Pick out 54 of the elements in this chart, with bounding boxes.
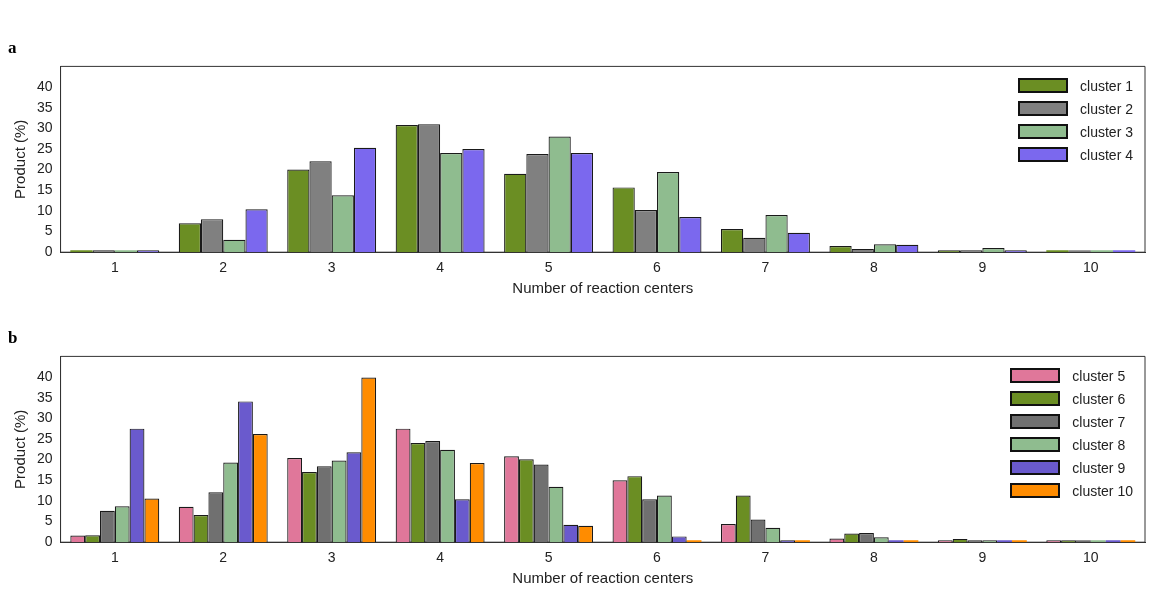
y-tick-label: 35 (36, 388, 53, 405)
x-tick-label: 9 (978, 259, 987, 276)
x-tick-label: 3 (327, 259, 336, 276)
legend-label: cluster 4 (1080, 146, 1133, 163)
y-tick-label: 25 (36, 139, 53, 156)
y-tick-label: 0 (44, 533, 53, 550)
y-tick-label: 15 (36, 181, 53, 198)
legend-label: cluster 10 (1072, 482, 1133, 499)
legend-label: cluster 7 (1072, 413, 1126, 430)
y-tick-label: 20 (36, 160, 53, 177)
x-tick-label: 7 (761, 259, 770, 276)
x-tick-label: 1 (110, 549, 119, 566)
x-axis-title: Number of reaction centers (512, 279, 694, 297)
y-tick-label: 40 (36, 77, 53, 94)
legend-label: cluster 1 (1080, 77, 1133, 94)
x-tick-label: 3 (327, 549, 336, 566)
x-tick-label: 10 (1082, 259, 1099, 276)
legend-label: cluster 2 (1080, 100, 1133, 117)
x-tick-label: 1 (110, 259, 119, 276)
y-tick-label: 5 (44, 512, 53, 529)
legend-label: cluster 5 (1072, 367, 1126, 384)
x-tick-label: 5 (544, 549, 553, 566)
chart-title: a (8, 37, 17, 57)
y-tick-label: 30 (36, 119, 53, 136)
y-axis-title: Product (%) (11, 119, 29, 199)
x-tick-label: 10 (1082, 549, 1099, 566)
x-tick-label: 2 (219, 549, 228, 566)
y-tick-label: 0 (44, 243, 53, 260)
y-tick-label: 25 (36, 429, 53, 446)
x-tick-label: 4 (436, 549, 445, 566)
x-tick-label: 4 (436, 259, 445, 276)
legend-label: cluster 6 (1072, 390, 1126, 407)
x-tick-label: 9 (978, 549, 987, 566)
y-tick-label: 5 (44, 222, 53, 239)
y-tick-label: 15 (36, 471, 53, 488)
legend-label: cluster 9 (1072, 459, 1126, 476)
y-tick-label: 30 (36, 409, 53, 426)
legend-label: cluster 3 (1080, 123, 1133, 140)
x-tick-label: 6 (653, 549, 662, 566)
y-tick-label: 40 (36, 367, 53, 384)
y-axis-title: Product (%) (11, 409, 29, 489)
y-tick-label: 35 (36, 98, 53, 115)
y-tick-label: 10 (36, 201, 53, 218)
x-tick-label: 7 (761, 549, 770, 566)
x-tick-label: 8 (869, 549, 878, 566)
x-tick-label: 6 (653, 259, 662, 276)
y-tick-label: 10 (36, 491, 53, 508)
legend-label: cluster 8 (1072, 436, 1126, 453)
x-tick-label: 5 (544, 259, 553, 276)
chart-title: b (8, 327, 18, 347)
x-tick-label: 8 (869, 259, 878, 276)
x-tick-label: 2 (219, 259, 228, 276)
x-axis-title: Number of reaction centers (512, 569, 694, 587)
y-tick-label: 20 (36, 450, 53, 467)
